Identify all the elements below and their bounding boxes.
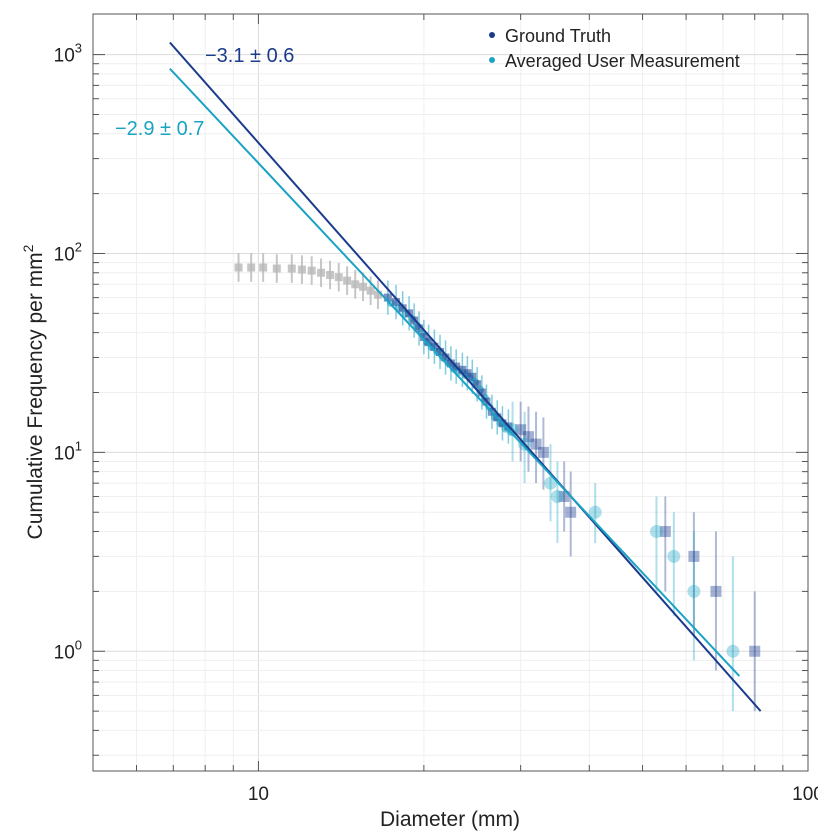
y-tick-label: 102 (54, 239, 82, 265)
cluster-point-ground-truth (383, 293, 392, 302)
excluded-point (234, 263, 243, 272)
legend-marker-ground-truth (489, 32, 495, 38)
x-tick-label: 10 (248, 784, 269, 805)
ground-truth-point (515, 424, 527, 436)
y-tick-base: 10 (54, 443, 75, 464)
ground-truth-fit-line (169, 41, 762, 712)
averaged-fit-line (169, 67, 741, 677)
axis-ticks (92, 14, 809, 771)
legend-marker-averaged (489, 57, 495, 63)
y-axis-title-main: Cumulative Frequency per mm (24, 252, 47, 539)
excluded-point (287, 264, 296, 273)
grid (92, 14, 809, 771)
cluster-point-ground-truth (419, 333, 428, 342)
ground-truth-point (710, 585, 722, 597)
y-tick-base: 10 (54, 642, 75, 663)
cluster-point-ground-truth (436, 347, 445, 356)
ground-truth-point (749, 645, 761, 657)
excluded-points (234, 253, 382, 310)
cluster-point-ground-truth (415, 324, 424, 333)
averaged-point (667, 549, 681, 563)
cluster-point-ground-truth (430, 342, 439, 351)
cluster-point-ground-truth (477, 388, 486, 397)
y-tick-label: 101 (54, 438, 82, 464)
legend-label-ground-truth: Ground Truth (505, 26, 611, 46)
averaged-slope-label: −2.9 ± 0.7 (115, 118, 204, 140)
averaged-point (726, 644, 740, 658)
excluded-point (366, 286, 375, 295)
y-tick-exp: 1 (75, 438, 82, 453)
y-tick-base: 10 (54, 244, 75, 265)
averaged-point (649, 525, 663, 539)
ground-truth-point (537, 446, 549, 458)
cluster-point-ground-truth (446, 359, 455, 368)
cluster-point-ground-truth (424, 337, 433, 346)
ground-truth-slope-label: −3.1 ± 0.6 (205, 45, 294, 67)
excluded-point (373, 290, 382, 299)
fit-lines (169, 41, 762, 712)
excluded-point (317, 268, 326, 277)
cluster-point-ground-truth (458, 365, 467, 374)
x-axis-title: Diameter (mm) (380, 808, 520, 831)
averaged-point (544, 476, 558, 490)
ground-truth-point (558, 490, 570, 502)
y-tick-base: 10 (54, 46, 75, 67)
legend-label-averaged: Averaged User Measurement (505, 51, 740, 71)
y-tick-label: 100 (54, 637, 82, 663)
ground-truth-point (530, 438, 542, 450)
y-tick-exp: 2 (75, 239, 82, 254)
y-tick-exp: 0 (75, 637, 82, 652)
excluded-point (272, 264, 281, 273)
cluster-point-ground-truth (468, 372, 477, 381)
cluster-point-ground-truth (473, 380, 482, 389)
excluded-point (343, 276, 352, 285)
ground-truth-point (659, 526, 671, 538)
x-tick-label: 100 (792, 784, 818, 805)
ground-truth-point (522, 431, 534, 443)
cluster-point-ground-truth (410, 316, 419, 325)
excluded-point (307, 266, 316, 275)
excluded-point (351, 280, 360, 289)
excluded-point (359, 282, 368, 291)
x-tick-labels: 10 100 (248, 784, 818, 805)
averaged-point (550, 489, 564, 503)
averaged-point (588, 505, 602, 519)
excluded-point (297, 265, 306, 274)
excluded-point (326, 270, 335, 279)
excluded-point (334, 273, 343, 282)
excluded-point (259, 263, 268, 272)
excluded-point (247, 263, 256, 272)
error-bars (387, 280, 756, 712)
ground-truth-point (565, 506, 577, 518)
cluster-point-ground-truth (463, 369, 472, 378)
legend: Ground Truth Averaged User Measurement (489, 26, 740, 71)
ground-truth-point (688, 550, 700, 562)
y-axis-title: Cumulative Frequency per mm2 (20, 244, 47, 539)
y-tick-label: 103 (54, 41, 82, 67)
averaged-point (687, 584, 701, 598)
cluster-point-ground-truth (398, 304, 407, 313)
y-tick-exp: 3 (75, 41, 82, 56)
y-axis-title-sup: 2 (20, 244, 36, 252)
cluster-point-ground-truth (392, 298, 401, 307)
cluster-point-ground-truth (441, 353, 450, 362)
